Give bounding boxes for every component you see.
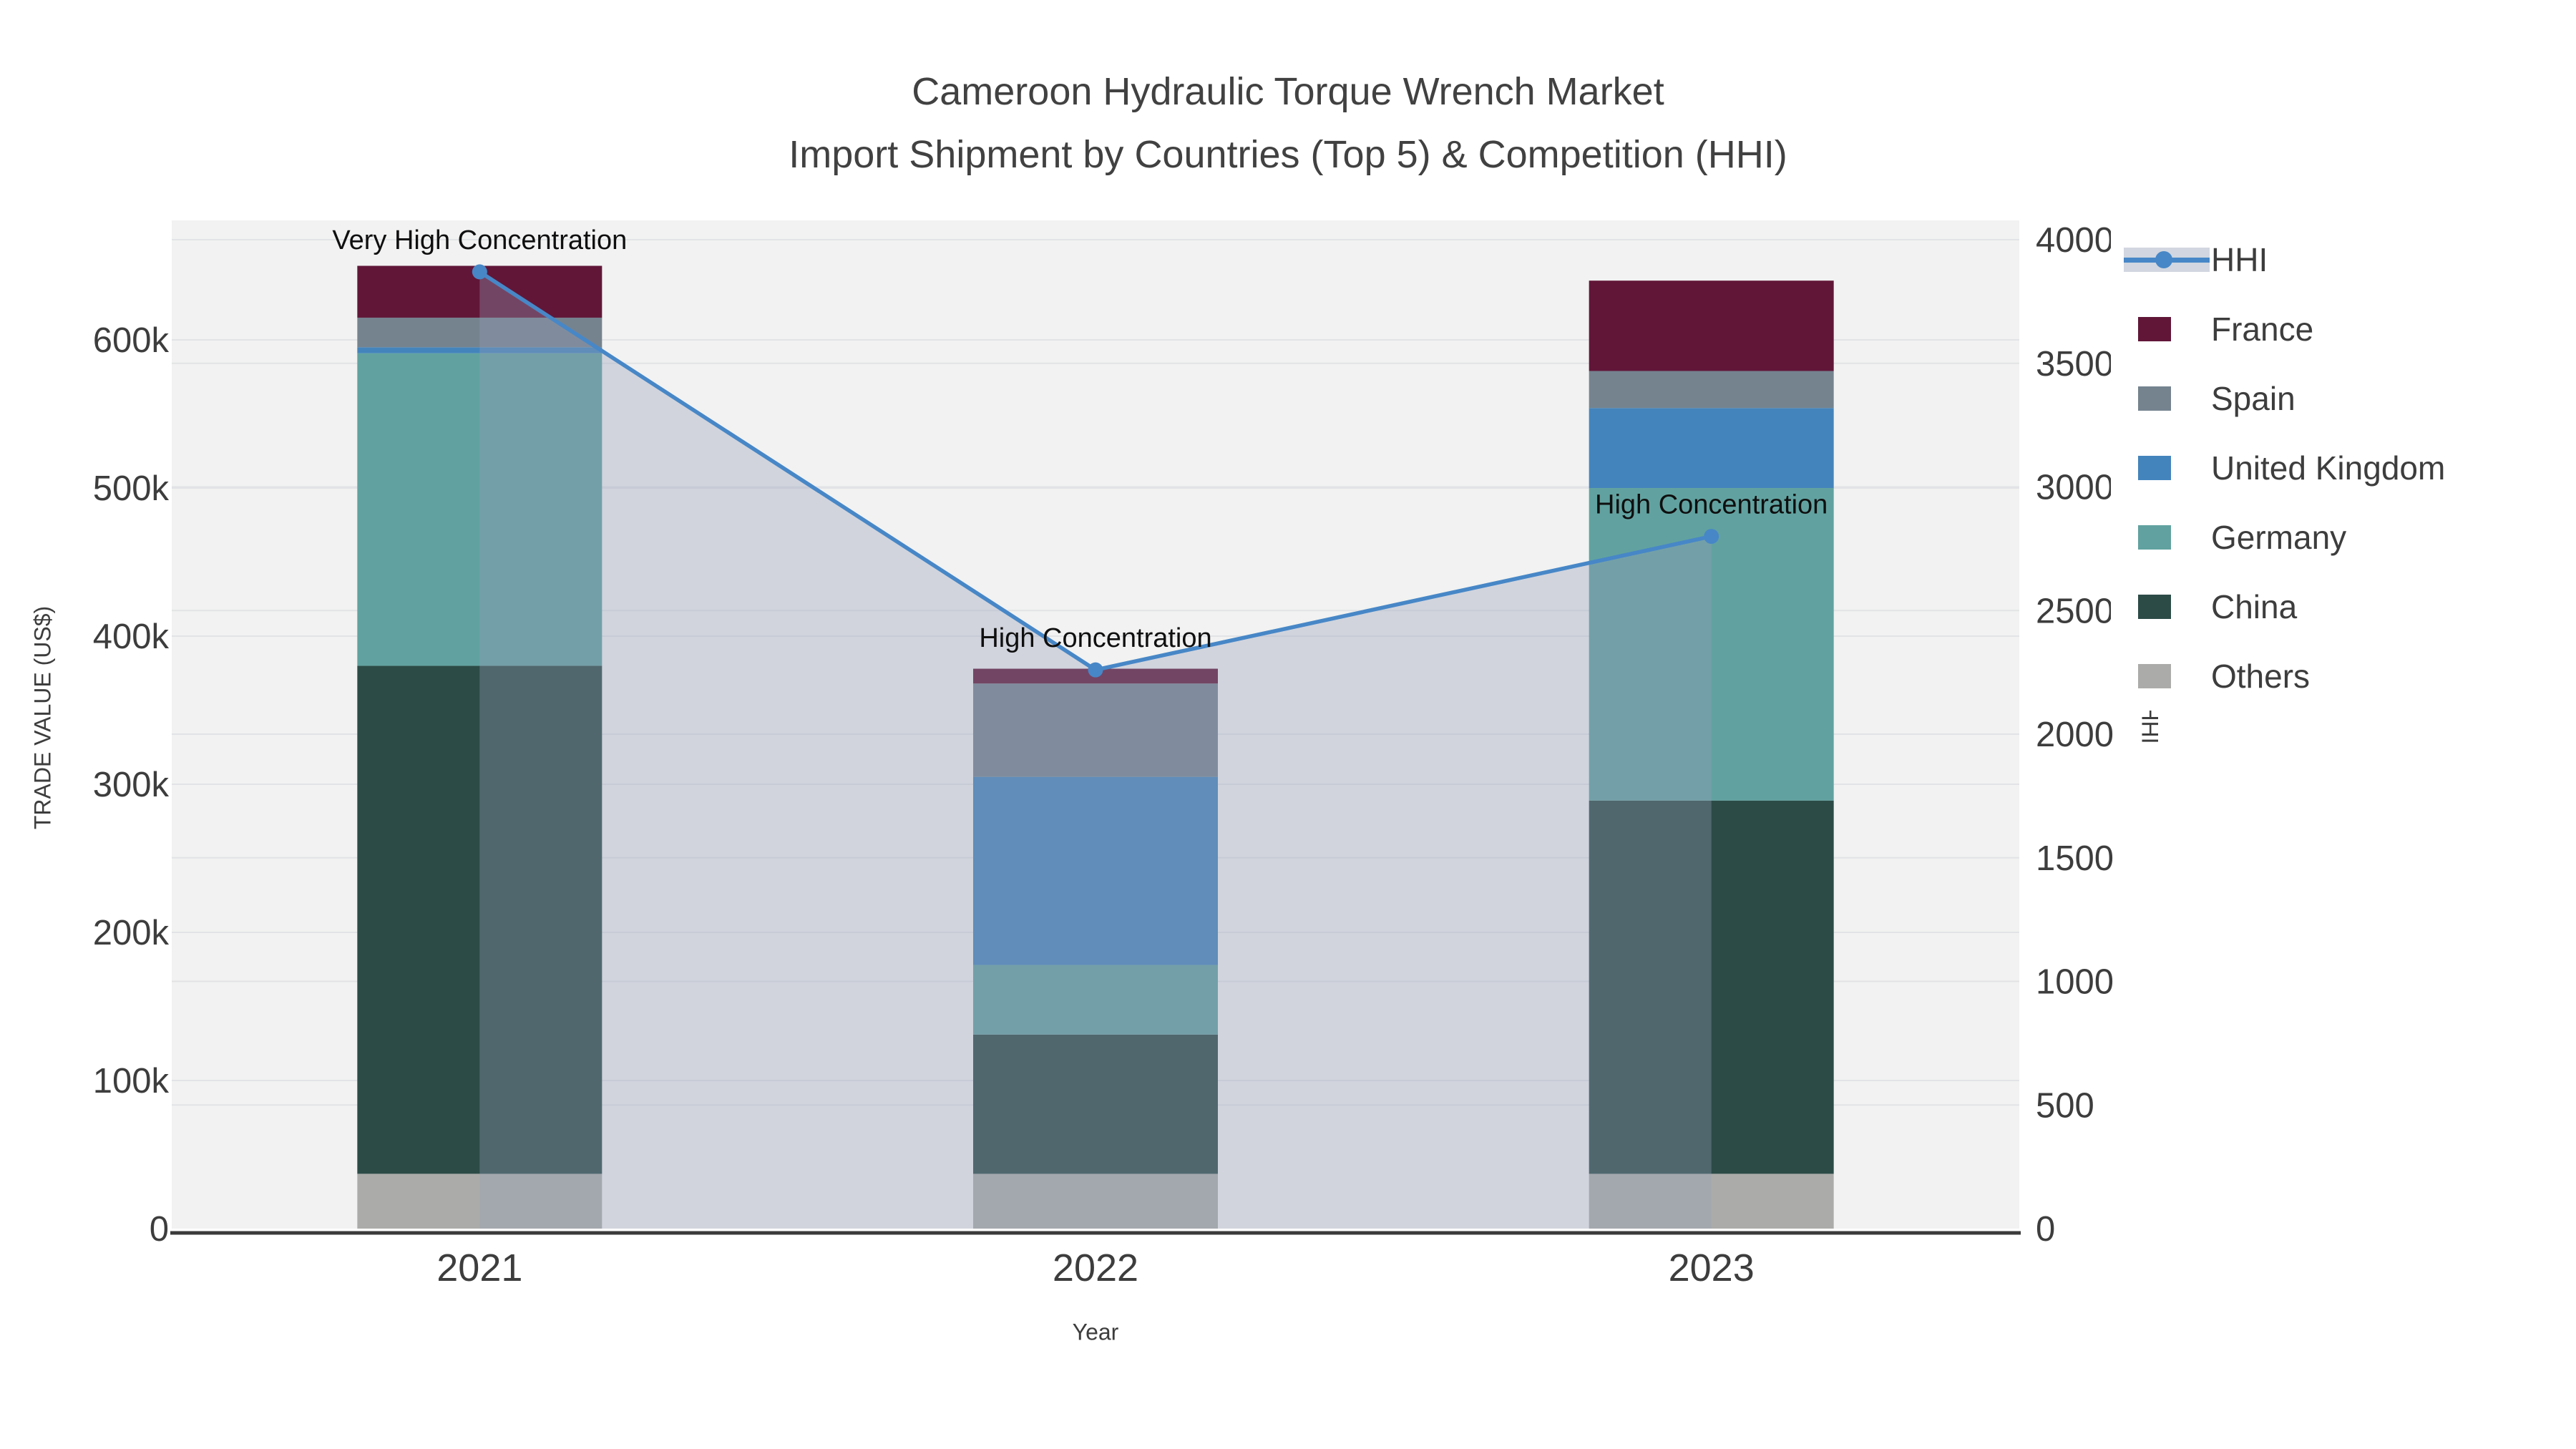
bar-segment-united-kingdom-2022[interactable] (973, 776, 1218, 965)
y-right-tick-label: 0 (2036, 1210, 2055, 1249)
hhi-marker-2022[interactable] (1088, 662, 1103, 678)
y-right-tick-label: 1500 (2036, 839, 2114, 878)
y-left-tick-label: 500k (93, 469, 170, 508)
chart-title-line2: Import Shipment by Countries (Top 5) & C… (789, 133, 1787, 176)
x-tick-label-2021: 2021 (436, 1246, 522, 1289)
legend-swatch-icon (2111, 386, 2211, 411)
legend: HHI France Spain United Kingdom Germany China… (2111, 215, 2575, 711)
y-right-tick-label: 2500 (2036, 592, 2114, 630)
legend-item-china[interactable]: China (2111, 572, 2575, 641)
bar-segment-spain-2023[interactable] (1589, 371, 1834, 409)
y-right-tick-label: 4000 (2036, 221, 2114, 260)
hhi-area-fill (479, 271, 1712, 1229)
legend-label-germany: Germany (2211, 518, 2347, 556)
legend-item-germany[interactable]: Germany (2111, 502, 2575, 572)
legend-item-spain[interactable]: Spain (2111, 364, 2575, 433)
hhi-marker-2021[interactable] (472, 264, 487, 280)
bar-segment-china-2021[interactable] (357, 665, 602, 1174)
annotation-2023: High Concentration (1595, 490, 1828, 520)
legend-line-icon (2111, 247, 2211, 273)
bar-segment-others-2023[interactable] (1589, 1174, 1834, 1229)
legend-label-china: China (2211, 587, 2298, 625)
bar-segment-united-kingdom-2021[interactable] (357, 347, 602, 353)
chart-title-line1: Cameroon Hydraulic Torque Wrench Market (912, 70, 1664, 113)
bar-segment-china-2022[interactable] (973, 1034, 1218, 1174)
y-right-tick-label: 2000 (2036, 716, 2114, 754)
y-left-tick-label: 400k (93, 618, 170, 656)
bar-segment-china-2023[interactable] (1589, 800, 1834, 1174)
legend-swatch-icon (2111, 455, 2211, 480)
legend-label-others: Others (2211, 657, 2311, 695)
legend-item-france[interactable]: France (2111, 294, 2575, 364)
bar-segment-france-2023[interactable] (1589, 280, 1834, 371)
x-axis-title: Year (1072, 1319, 1119, 1345)
legend-label-spain: Spain (2211, 379, 2296, 417)
y-left-tick-label: 200k (93, 914, 170, 952)
bar-segment-germany-2022[interactable] (973, 965, 1218, 1035)
chart-title: Cameroon Hydraulic Torque Wrench Market … (0, 60, 2576, 186)
annotation-2021: Very High Concentration (332, 225, 627, 255)
y-left-axis-title: TRADE VALUE (US$) (29, 605, 56, 830)
y-left-tick-label: 0 (150, 1210, 169, 1249)
legend-swatch-icon (2111, 663, 2211, 688)
y-right-tick-label: 500 (2036, 1086, 2094, 1125)
hhi-marker-2023[interactable] (1704, 529, 1719, 545)
legend-item-united-kingdom[interactable]: United Kingdom (2111, 433, 2575, 502)
bar-segment-others-2022[interactable] (973, 1174, 1218, 1229)
y-left-tick-label: 300k (93, 766, 170, 804)
legend-label-france: France (2211, 310, 2314, 348)
legend-label-hhi: HHI (2211, 240, 2268, 278)
legend-swatch-icon (2111, 594, 2211, 619)
y-right-tick-label: 3000 (2036, 469, 2114, 507)
annotation-2022: High Concentration (979, 623, 1211, 653)
bar-segment-others-2021[interactable] (357, 1174, 602, 1229)
y-left-tick-label: 100k (93, 1062, 170, 1101)
y-right-tick-label: 1000 (2036, 963, 2114, 1002)
legend-item-hhi[interactable]: HHI (2111, 225, 2575, 294)
legend-swatch-icon (2111, 525, 2211, 550)
bar-segment-united-kingdom-2023[interactable] (1589, 408, 1834, 488)
x-tick-label-2023: 2023 (1669, 1246, 1755, 1289)
legend-item-others[interactable]: Others (2111, 641, 2575, 711)
x-tick-label-2022: 2022 (1053, 1246, 1138, 1289)
y-right-tick-label: 3500 (2036, 345, 2114, 384)
y-left-tick-label: 600k (93, 321, 170, 360)
bar-segment-spain-2022[interactable] (973, 683, 1218, 777)
legend-label-united-kingdom: United Kingdom (2211, 449, 2446, 487)
bar-segment-germany-2021[interactable] (357, 353, 602, 666)
legend-swatch-icon (2111, 316, 2211, 341)
